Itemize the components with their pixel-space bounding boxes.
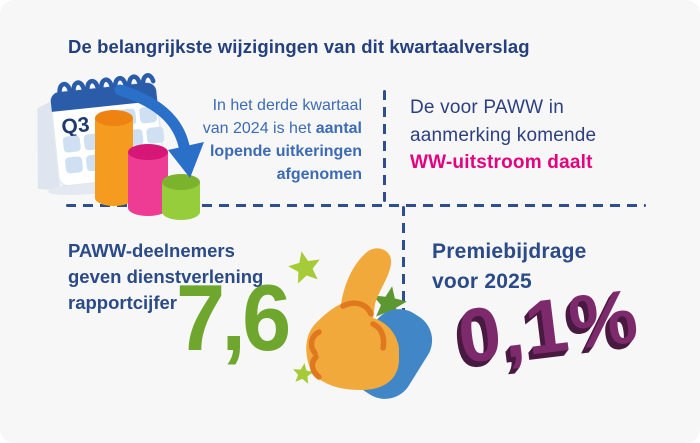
thumbs-up-icon <box>288 248 433 399</box>
quarter-summary-line: afgenomen <box>276 166 362 183</box>
participants-line: geven dienstverlening <box>68 266 264 287</box>
premium-line: Premiebijdrage <box>432 240 587 263</box>
down-trend-arrow-icon <box>114 84 204 178</box>
service-score-value: 7,6 <box>176 265 291 370</box>
ww-outflow-line: aanmerking komende <box>410 124 597 146</box>
page-title: De belangrijkste wijzigingen van dit kwa… <box>68 36 530 57</box>
quarter-summary-text: In het derde kwartaal van 2024 is het aa… <box>132 94 362 186</box>
participants-line: rapportcijfer <box>68 292 177 313</box>
premium-text: Premiebijdrage voor 2025 <box>432 237 652 297</box>
vertical-divider-top <box>383 90 386 202</box>
ww-outflow-highlight: WW-uitstroom daalt <box>410 152 593 173</box>
declining-bar-chart-icon <box>95 110 200 220</box>
vertical-divider-bottom <box>402 206 405 336</box>
quarter-summary-line: lopende uitkeringen <box>209 143 362 160</box>
thumb-hand-shape <box>306 248 399 390</box>
calendar-quarter-label: Q3 <box>60 113 90 139</box>
participants-text: PAWW-deelnemers geven dienstverlening ra… <box>68 238 298 316</box>
ww-outflow-line: De voor PAWW in <box>410 97 564 118</box>
participants-line: PAWW-deelnemers <box>68 240 235 261</box>
horizontal-divider <box>66 204 646 207</box>
ww-outflow-text: De voor PAWW in aanmerking komende WW-ui… <box>410 94 660 177</box>
quarter-summary-line: In het derde kwartaal <box>212 97 362 114</box>
quarter-summary-line: van 2024 is het aantal <box>202 120 362 137</box>
star-icon <box>288 251 407 384</box>
calendar-declining-chart-icon: Q3 <box>37 73 204 220</box>
premium-line: voor 2025 <box>432 270 532 293</box>
